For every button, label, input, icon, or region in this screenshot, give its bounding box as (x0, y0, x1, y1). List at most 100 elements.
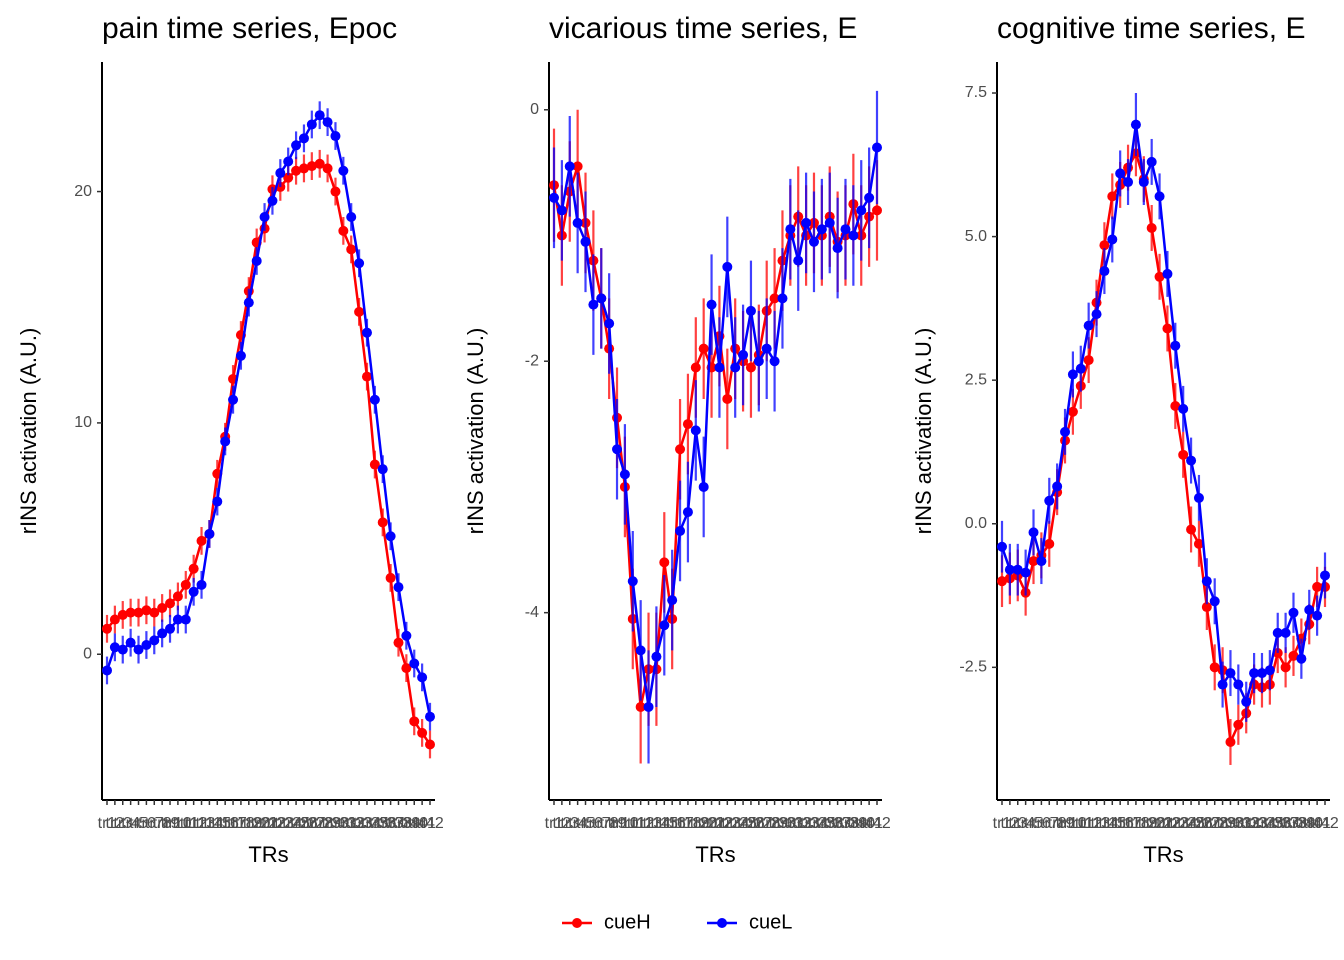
y-axis-title: rINS activation (A.U.) (911, 328, 936, 535)
x-tick-label: tr12 (627, 815, 655, 832)
x-tick-label: tr8 (1048, 815, 1067, 832)
point (133, 644, 144, 655)
point (840, 224, 851, 235)
x-tick-label: tr1 (98, 815, 117, 832)
x-tick-label: tr7 (1040, 815, 1059, 832)
x-tick-label: tr9 (1056, 815, 1075, 832)
point (722, 261, 733, 272)
x-tick-label: tr10 (1059, 815, 1087, 832)
point (675, 525, 686, 536)
point (604, 318, 615, 329)
point (196, 579, 207, 590)
point (1107, 191, 1118, 202)
x-tick-label: tr11 (173, 815, 199, 832)
point (1312, 581, 1323, 592)
point (1067, 369, 1078, 380)
series-line (1001, 150, 1325, 747)
y-tick-label: 5.0 (965, 228, 987, 245)
point (564, 161, 575, 172)
point (125, 637, 136, 648)
x-tick-label: tr30 (1217, 815, 1245, 832)
x-tick-label: tr38 (832, 815, 860, 832)
x-tick-label: tr26 (737, 815, 765, 832)
panel-title: cognitive time series, E (997, 12, 1305, 45)
x-tick-label: tr40 (400, 815, 428, 832)
x-tick-label: tr5 (576, 815, 595, 832)
x-tick-label: tr38 (1280, 815, 1308, 832)
x-tick-label: tr25 (729, 815, 757, 832)
point (180, 614, 191, 625)
x-tick-label: tr16 (658, 815, 686, 832)
point (361, 371, 372, 382)
point (401, 663, 412, 674)
x-tick-label: tr42 (1311, 815, 1339, 832)
point (549, 192, 559, 203)
x-tick-label: tr35 (1256, 815, 1284, 832)
x-tick-label: tr32 (1232, 815, 1260, 832)
x-tick-label: tr34 (353, 815, 381, 832)
point (1170, 340, 1181, 351)
point (1115, 168, 1126, 179)
x-tick-label: tr21 (698, 815, 726, 832)
x-tick-label: tr30 (769, 815, 797, 832)
point (165, 598, 176, 609)
point (149, 607, 160, 618)
x-tick-label: tr29 (314, 815, 342, 832)
y-tick-label: -4 (525, 604, 539, 621)
point (1296, 653, 1307, 664)
point (580, 236, 591, 247)
point (1217, 679, 1228, 690)
x-tick-label: tr40 (1295, 815, 1323, 832)
x-tick-label: tr13 (635, 815, 663, 832)
point (588, 299, 599, 310)
point (125, 607, 136, 618)
legend-label: cueL (749, 911, 792, 933)
point (251, 255, 262, 266)
point (659, 557, 670, 568)
x-tick-label: tr22 (1154, 815, 1182, 832)
x-tick-label: tr18 (1122, 815, 1150, 832)
point (1107, 234, 1118, 245)
point (393, 582, 404, 593)
point (997, 541, 1007, 552)
point (157, 628, 168, 639)
x-tick-label: tr21 (1146, 815, 1174, 832)
x-tick-label: tr14 (1091, 815, 1119, 832)
point (1162, 268, 1173, 279)
point (698, 343, 709, 354)
x-tick-label: tr23 (1162, 815, 1190, 832)
point (283, 172, 294, 183)
point (1083, 355, 1094, 366)
point (425, 739, 435, 750)
x-tick-label: tr12 (1075, 815, 1103, 832)
x-tick-label: tr24 (1169, 815, 1197, 832)
legend-dot (717, 918, 727, 928)
point (1091, 309, 1102, 320)
x-tick-label: tr5 (129, 815, 148, 832)
point (157, 602, 168, 613)
x-tick-label: tr6 (1032, 815, 1051, 832)
point (1320, 570, 1330, 581)
point (1186, 524, 1197, 535)
point (1256, 668, 1267, 679)
point (1123, 177, 1134, 188)
x-tick-label: tr34 (800, 815, 828, 832)
point (417, 727, 428, 738)
x-tick-label: tr32 (784, 815, 812, 832)
point (1186, 455, 1197, 466)
series-line (1000, 124, 1327, 706)
x-tick-label: tr15 (1099, 815, 1127, 832)
x-tick-label: tr42 (863, 815, 891, 832)
point (997, 576, 1007, 587)
y-tick-label: 20 (74, 183, 92, 200)
x-tick-label: tr31 (777, 815, 805, 832)
point (109, 642, 120, 653)
point (1154, 191, 1165, 202)
point (627, 576, 638, 587)
point (706, 299, 717, 310)
point (133, 607, 144, 618)
point (682, 507, 693, 518)
x-tick-label: tr4 (568, 815, 587, 832)
point (690, 425, 701, 436)
